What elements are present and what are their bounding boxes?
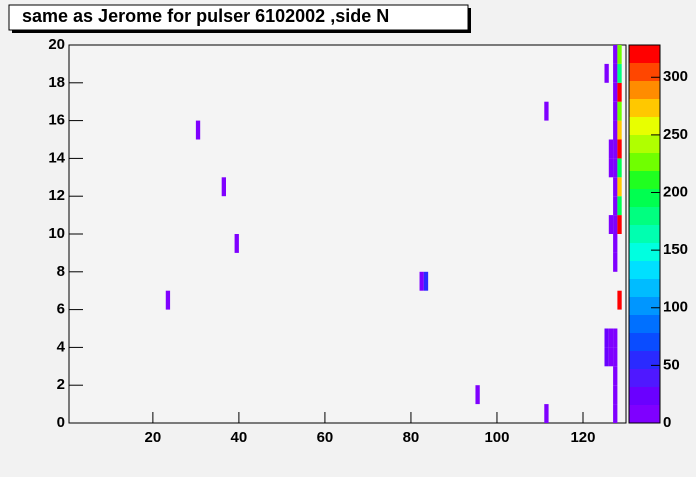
cell [617,196,622,216]
cell [604,347,609,367]
palette-box [629,153,660,171]
palette-box [629,117,660,135]
cell [617,139,622,159]
cell [617,82,622,102]
y-tick-label: 8 [57,263,65,280]
cell [617,101,622,121]
palette-box [629,387,660,405]
cell [608,139,614,159]
cell [613,158,618,178]
cell [613,196,618,216]
cell [544,101,549,121]
title-shadow [12,30,471,33]
palette-box [629,243,660,261]
palette-box [629,171,660,189]
cell [604,63,609,83]
z-tick-label: 0 [663,414,671,431]
cell [613,347,618,367]
y-tick-label: 16 [48,112,65,129]
y-tick-label: 2 [57,376,65,393]
cell [617,177,622,197]
x-tick-label: 80 [403,429,420,446]
palette-box [629,207,660,225]
cell [234,234,239,253]
title-box [8,4,469,31]
y-tick-label: 20 [48,36,65,53]
palette-box [629,315,660,333]
cell [608,328,614,348]
cell [608,347,614,367]
palette-box [629,297,660,315]
y-tick-label: 0 [57,414,65,431]
palette-box [629,81,660,99]
cell [613,45,618,64]
x-tick-label: 100 [484,429,509,446]
palette-box [629,405,660,423]
cell [613,404,618,423]
cell [617,45,622,64]
cell [613,63,618,83]
cell [604,328,609,348]
z-tick-label: 300 [663,68,688,85]
cell [613,215,618,234]
palette-box [629,333,660,351]
palette-box [629,63,660,81]
cell [613,177,618,197]
palette-frame [628,44,661,424]
y-tick-label: 14 [48,149,65,166]
z-tick-label: 250 [663,126,688,143]
palette-box [629,225,660,243]
y-tick-label: 18 [48,74,65,91]
cell [165,290,171,310]
cell [475,385,480,405]
cell [419,271,424,291]
cell [613,252,618,272]
y-tick-label: 6 [57,301,65,318]
cell [608,158,614,178]
palette-box [629,189,660,207]
palette-box [629,279,660,297]
x-tick-label: 20 [145,429,162,446]
y-tick-label: 12 [48,187,65,204]
x-tick-label: 120 [570,429,595,446]
palette-box [629,135,660,153]
cell [423,271,429,291]
plot-frame [68,44,627,424]
x-tick-label: 60 [317,429,334,446]
x-tick-label: 40 [231,429,248,446]
z-tick-label: 150 [663,241,688,258]
cell [613,120,618,140]
cell [617,290,622,310]
cell [617,120,622,140]
z-tick-label: 100 [663,299,688,316]
cell [195,120,201,140]
palette-box [629,45,660,63]
cell [617,158,622,178]
cell [608,215,614,234]
palette-box [629,369,660,387]
z-tick-label: 200 [663,183,688,200]
cell [613,101,618,121]
cell [613,328,618,348]
cell [613,82,618,102]
y-tick-label: 4 [57,338,66,355]
y-tick-label: 10 [48,225,65,242]
cell [617,215,622,234]
z-tick-label: 50 [663,356,680,373]
palette-box [629,99,660,117]
chart-title: same as Jerome for pulser 6102002 ,side … [22,6,389,26]
cell [613,234,618,253]
cell [613,385,618,405]
cell [617,63,622,83]
cell [613,366,618,386]
palette-box [629,351,660,369]
palette-box [629,261,660,279]
cell [544,404,549,423]
cell [221,177,226,197]
cell [613,139,618,159]
title-shadow [468,8,471,33]
